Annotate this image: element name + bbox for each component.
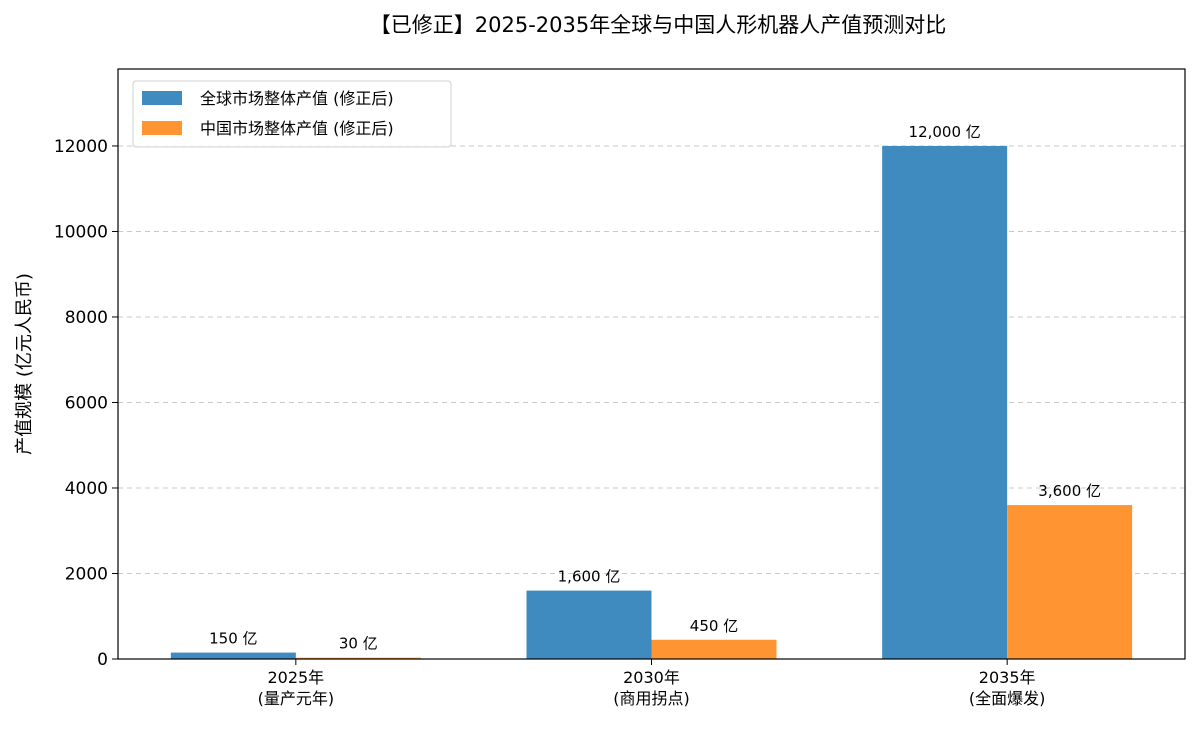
y-axis-ticks: 0 2000 4000 6000 8000 10000 12000	[54, 137, 118, 670]
chart-title: 【已修正】2025-2035年全球与中国人形机器人产值预测对比	[370, 13, 946, 37]
bar	[1007, 505, 1133, 659]
bar-value-label: 150 亿	[209, 630, 257, 648]
x-axis-ticks: 2025年 (量产元年) 2030年 (商用拐点) 2035年 (全面爆发)	[258, 659, 1046, 708]
y-tick-label: 10000	[54, 222, 108, 242]
legend-swatch	[142, 91, 182, 105]
bars	[170, 145, 1133, 659]
x-tick-label: 2025年	[267, 668, 324, 687]
bar-value-label: 1,600 亿	[558, 568, 621, 586]
x-tick-label: 2030年	[623, 668, 680, 687]
x-tick-label: (全面爆发)	[969, 689, 1046, 708]
y-tick-label: 4000	[65, 479, 108, 499]
legend-box	[132, 80, 452, 148]
bar-value-label: 12,000 亿	[909, 123, 981, 141]
bar	[526, 590, 652, 659]
x-tick-label: (量产元年)	[258, 689, 335, 708]
y-tick-label: 2000	[65, 564, 108, 584]
y-tick-label: 8000	[65, 308, 108, 328]
legend-swatch	[142, 121, 182, 135]
legend: 全球市场整体产值 (修正后) 中国市场整体产值 (修正后)	[132, 80, 452, 148]
x-tick-label: (商用拐点)	[613, 689, 690, 708]
y-axis-label: 产值规模 (亿元人民币)	[14, 273, 35, 455]
x-tick-label: 2035年	[979, 668, 1036, 687]
y-tick-label: 0	[97, 650, 108, 670]
data-labels: 150 亿 30 亿 1,600 亿 450 亿 12,000 亿 3,600 亿	[209, 123, 1101, 653]
bar-value-label: 30 亿	[339, 635, 378, 653]
bar	[295, 657, 421, 659]
bar	[651, 639, 777, 659]
y-tick-label: 6000	[65, 393, 108, 413]
legend-label: 全球市场整体产值 (修正后)	[200, 89, 394, 108]
bar-value-label: 450 亿	[690, 617, 738, 635]
bar	[170, 652, 296, 659]
bar	[882, 145, 1008, 659]
y-tick-label: 12000	[54, 137, 108, 157]
bar-value-label: 3,600 亿	[1038, 482, 1101, 500]
legend-label: 中国市场整体产值 (修正后)	[200, 119, 394, 138]
